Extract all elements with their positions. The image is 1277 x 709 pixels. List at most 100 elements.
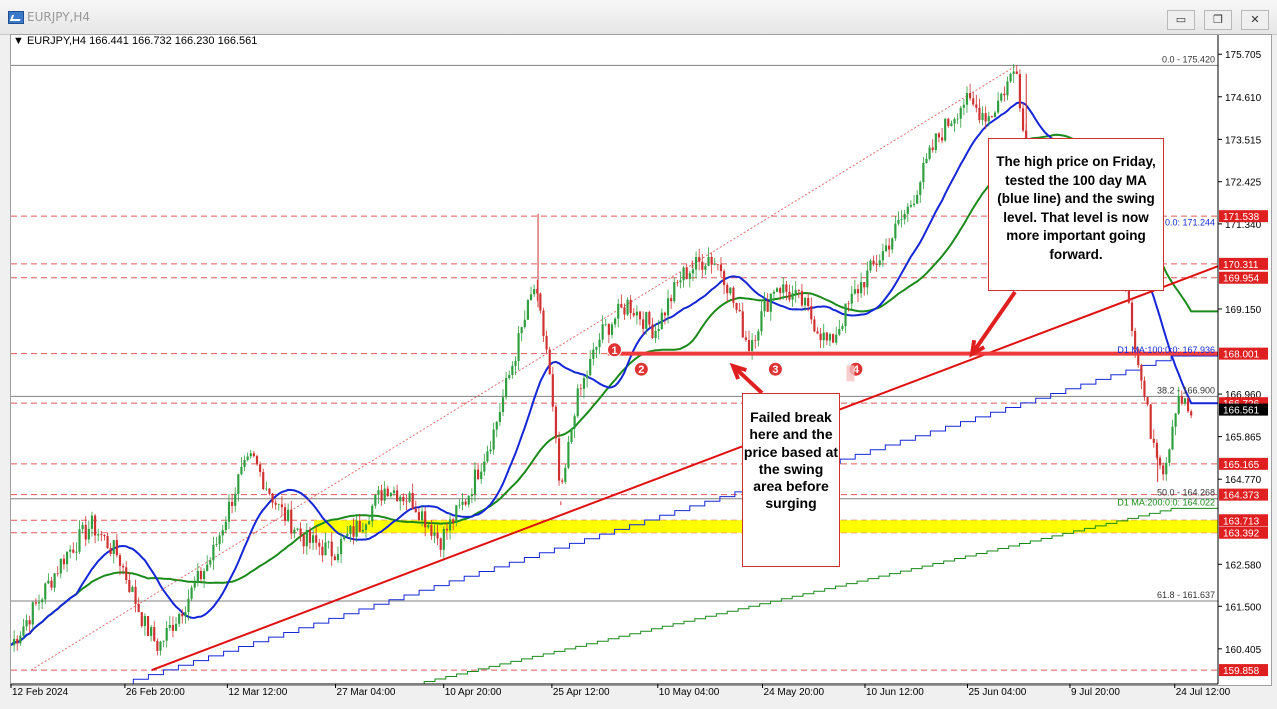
candle-body — [956, 118, 959, 120]
candle-body — [791, 293, 794, 300]
candle-body — [206, 564, 209, 572]
candle-body — [405, 501, 408, 502]
candle-body — [199, 570, 203, 579]
candle-body — [922, 162, 925, 183]
candle-body — [498, 411, 501, 422]
candle-body — [713, 264, 716, 265]
dropdown-triangle-icon[interactable]: ▼ — [13, 35, 24, 47]
candle-body — [878, 260, 881, 265]
candle-body — [477, 469, 480, 480]
price-tag-text-6: 164.373 — [1223, 491, 1260, 502]
candle-body — [227, 501, 231, 522]
candle-body — [666, 298, 670, 316]
candle-body — [691, 269, 695, 274]
candle-body — [828, 334, 832, 341]
candle-body — [339, 539, 343, 555]
candle-body — [944, 118, 947, 141]
candle-body — [819, 333, 822, 341]
candle-body — [115, 540, 118, 556]
candle-body — [62, 558, 66, 565]
close-button[interactable]: ✕ — [1241, 10, 1269, 30]
candle-body — [514, 361, 517, 366]
candle-body — [330, 541, 333, 557]
candle-body — [178, 613, 181, 624]
candle-body — [1158, 457, 1162, 466]
candle-body — [660, 312, 663, 330]
candle-body — [140, 612, 143, 627]
candle-body — [965, 93, 969, 105]
fib-level-label-1: 38.2 - 166.900 — [1157, 385, 1215, 395]
price-tag-bg-1 — [1219, 257, 1268, 270]
candle-body — [505, 378, 508, 398]
symbol-label: EURJPY,H4 — [26, 35, 87, 47]
candle-body — [389, 493, 392, 497]
candle-body — [262, 471, 265, 490]
x-tick-label-2: 12 Mar 12:00 — [228, 687, 287, 698]
candle-body — [209, 560, 212, 565]
candle-body — [570, 428, 573, 442]
candle-body — [738, 309, 741, 312]
candle-body — [912, 203, 916, 206]
candle-body — [396, 490, 399, 502]
candle-body — [146, 616, 150, 636]
candle-body — [1168, 449, 1171, 463]
candle-body — [231, 501, 234, 506]
candle-body — [909, 205, 913, 207]
candle-body — [888, 245, 891, 250]
close-value: 166.561 — [217, 35, 258, 47]
candle-body — [1009, 73, 1012, 82]
candle-body — [193, 582, 196, 588]
candle-body — [735, 302, 738, 310]
candle-body — [168, 625, 171, 628]
candle-body — [567, 441, 570, 468]
candle-body — [853, 289, 856, 294]
price-tag-text-7: 163.713 — [1223, 516, 1260, 527]
minimize-button[interactable]: ▭ — [1167, 10, 1195, 30]
candle-body — [663, 312, 667, 316]
candle-body — [744, 337, 747, 341]
candle-body — [763, 301, 766, 312]
candle-body — [377, 490, 380, 495]
candle-body — [165, 627, 168, 641]
candle-body — [34, 602, 37, 604]
candle-body — [268, 488, 271, 494]
fib-level-label-2: 50.0 - 164.268 — [1157, 488, 1215, 498]
candle-body — [576, 388, 579, 417]
candle-body — [374, 494, 377, 506]
candle-body — [100, 534, 103, 535]
candle-body — [143, 616, 146, 627]
annotation-text-failed-break: Failed break here and the price based at… — [743, 409, 839, 512]
candle-body — [202, 571, 206, 579]
candle-body — [486, 451, 489, 462]
candle-body — [458, 504, 461, 506]
candle-body — [184, 611, 187, 617]
price-tag-text-3: 168.001 — [1223, 350, 1260, 361]
candle-body — [526, 300, 529, 320]
candle-body — [508, 374, 511, 379]
price-tag-bg-5 — [1219, 457, 1268, 470]
candle-body — [420, 511, 424, 521]
candle-body — [234, 493, 237, 506]
candle-body — [361, 529, 364, 532]
annotation-text-ma-test: The high price on Friday, tested the 100… — [996, 154, 1156, 262]
candle-body — [835, 334, 838, 343]
candle-body — [863, 282, 866, 288]
y-tick-label-8: 164.770 — [1225, 475, 1262, 486]
price-tag-bg-3 — [1219, 347, 1268, 360]
candle-body — [884, 245, 888, 252]
candle-body — [47, 580, 50, 584]
price-tag-bg-7 — [1219, 514, 1268, 527]
candle-body — [473, 469, 477, 495]
candle-body — [536, 289, 539, 294]
candle-body — [1137, 349, 1140, 366]
annotation-box-ma-test: The high price on Friday, tested the 100… — [988, 138, 1164, 291]
swing-marker-2: 2 — [633, 361, 649, 377]
x-tick-label-4: 10 Apr 20:00 — [445, 687, 502, 698]
candle-body — [255, 456, 259, 465]
candle-body — [106, 536, 109, 548]
restore-button[interactable]: ❐ — [1204, 10, 1232, 30]
price-tag-bg-2 — [1219, 271, 1268, 284]
candle-body — [218, 535, 221, 545]
candle-body — [645, 311, 648, 329]
